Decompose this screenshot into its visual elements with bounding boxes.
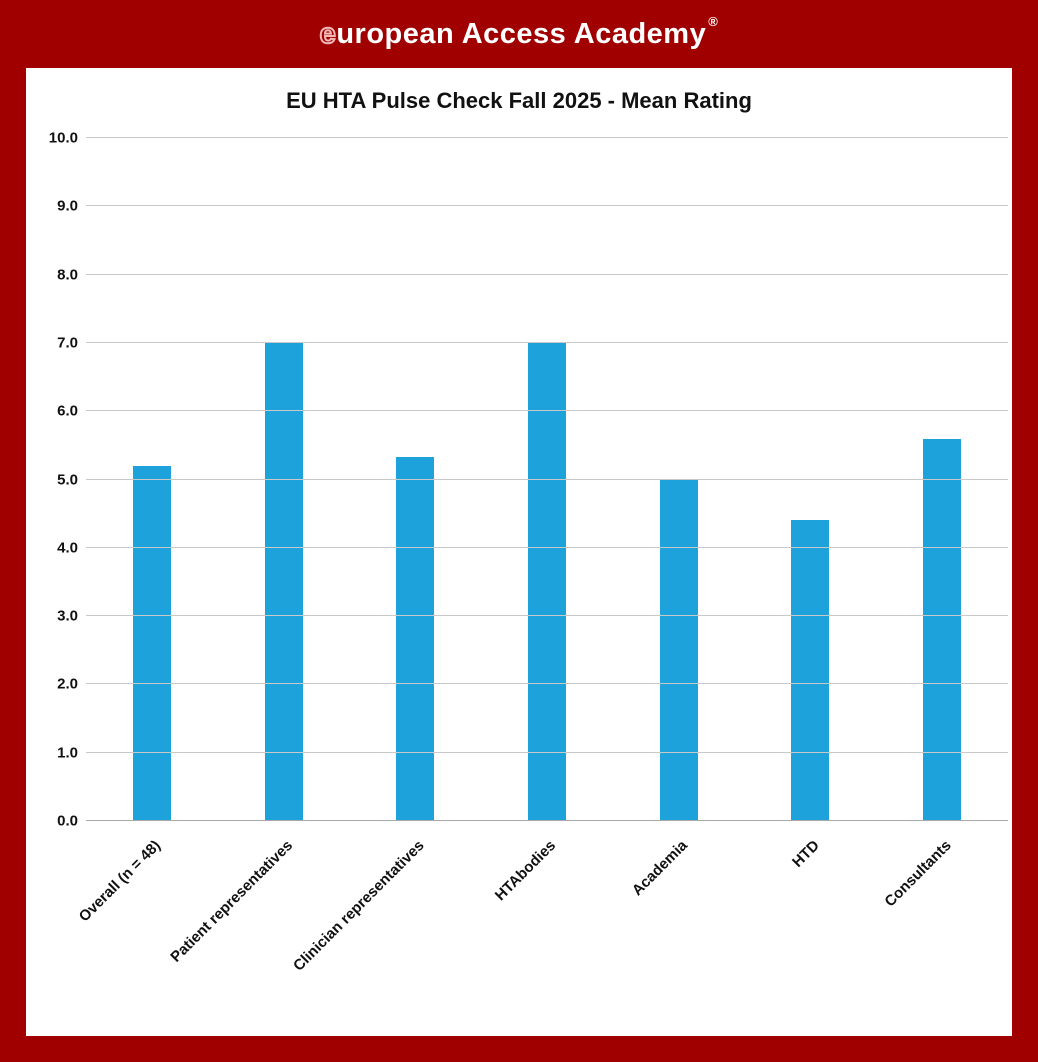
gridline [86, 751, 1008, 753]
bar-column [613, 138, 745, 821]
bar-htd [791, 520, 830, 821]
x-axis-tick-label: Overall (n = 48) [75, 837, 164, 926]
company-logo: european Access Academy ® [319, 14, 719, 51]
y-axis-tick-label: 6.0 [57, 402, 78, 420]
y-axis-tick-label: 9.0 [57, 197, 78, 215]
y-axis-tick-label: 4.0 [57, 539, 78, 557]
x-axis-label-column: HTD [745, 823, 877, 1013]
header: european Access Academy ® [0, 0, 1038, 68]
x-axis-label-column: Patient representatives [167, 823, 350, 1013]
y-axis-tick-label: 7.0 [57, 334, 78, 352]
y-axis-labels: 0.0 1.0 2.0 3.0 4.0 5.0 6.0 7.0 8.0 9.0 10.0 [26, 130, 78, 830]
bar-column [86, 138, 218, 821]
bar-column [745, 138, 877, 821]
gridline [86, 546, 1008, 548]
bar-column [349, 138, 481, 821]
gridline [86, 137, 1008, 138]
registered-trademark-symbol: ® [708, 13, 719, 29]
x-axis-label-column: Academia [613, 823, 745, 1013]
gridline [86, 410, 1008, 412]
x-axis-tick-label: HTAbodies [491, 837, 560, 905]
x-axis-tick-label: HTD [788, 837, 823, 871]
y-axis-tick-label: 5.0 [57, 471, 78, 488]
gridline [86, 273, 1008, 275]
x-axis-label-column: Overall (n = 48) [76, 823, 218, 1013]
y-axis-tick-label: 2.0 [57, 675, 78, 693]
gridline [86, 478, 1008, 480]
chart-panel: EU HTA Pulse Check Fall 2025 - Mean Rati… [26, 68, 1012, 1036]
bar-patient-representatives [264, 342, 303, 821]
x-axis-label-column: HTAbodies [481, 823, 613, 1013]
gridline [86, 205, 1008, 207]
logo-e-icon: e [319, 17, 337, 51]
bar-column [481, 138, 613, 821]
gridline [86, 615, 1008, 617]
y-axis-tick-label: 1.0 [57, 744, 78, 762]
bar-consultants [923, 438, 962, 821]
x-axis-tick-label: Academia [628, 837, 691, 900]
y-axis-tick-label: 10.0 [48, 129, 78, 147]
x-axis-labels: Overall (n = 48) Patient representatives C… [76, 823, 1008, 1013]
gridline [86, 683, 1008, 685]
x-axis-tick-label: Consultants [880, 837, 955, 911]
logo-text: uropean Access Academy [336, 17, 707, 50]
y-axis-tick-label: 0.0 [57, 812, 78, 830]
bar-clinician-representatives [396, 456, 435, 821]
y-axis-tick-label: 3.0 [57, 607, 78, 625]
bar-overall-n-48 [132, 465, 171, 821]
plot-area [86, 137, 1008, 821]
x-axis-label-column: Clinician representatives [290, 823, 481, 1013]
gridline [86, 820, 1008, 821]
bar-column [218, 138, 350, 821]
gridline [86, 341, 1008, 343]
y-axis-tick-label: 8.0 [57, 266, 78, 284]
chart-title: EU HTA Pulse Check Fall 2025 - Mean Rati… [286, 88, 752, 113]
bar-column [876, 138, 1008, 821]
bar-htabodies [528, 342, 567, 821]
bar-academia [659, 479, 698, 821]
x-axis-label-column: Consultants [876, 823, 1008, 1013]
bars-container [86, 138, 1008, 821]
